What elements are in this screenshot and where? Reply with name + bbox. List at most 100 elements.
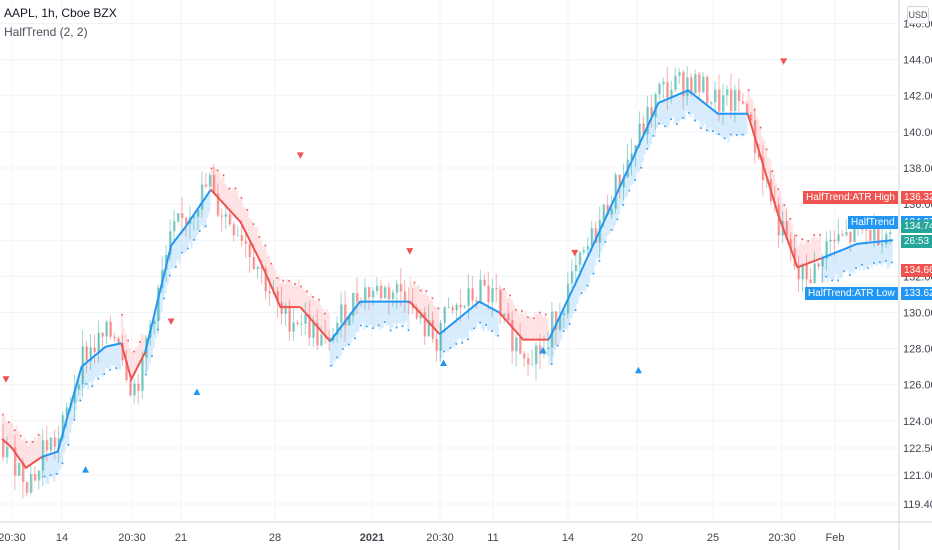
candle-body (463, 305, 467, 308)
band-fill (836, 251, 840, 281)
candle-body (340, 304, 343, 323)
band-fill (13, 430, 16, 451)
band-fill (399, 301, 402, 324)
atr-dot (729, 133, 732, 136)
atr-dot (127, 339, 129, 342)
halftrend-segment-down (120, 342, 147, 383)
band-fill (423, 294, 426, 317)
band-fill (87, 361, 90, 390)
band-fill (795, 235, 798, 262)
symbol-title[interactable]: AAPL, 1h, Cboe BZX (4, 6, 117, 20)
band-fill (598, 233, 601, 261)
atr-dot (879, 261, 881, 264)
band-fill (890, 240, 893, 263)
band-fill (550, 335, 553, 364)
band-fill (15, 425, 18, 454)
candle-body (495, 288, 498, 290)
candle-body (797, 265, 801, 280)
atr-dot (186, 247, 189, 250)
band-fill (184, 227, 187, 253)
atr-dot (628, 189, 631, 192)
band-fill (174, 240, 177, 268)
candle-body (157, 287, 160, 322)
atr-dot (151, 355, 153, 358)
candle-body (499, 289, 502, 316)
x-tick-label: 20:30 (0, 532, 26, 544)
band-fill (140, 333, 143, 360)
band-fill (275, 278, 279, 299)
atr-dot (735, 134, 738, 136)
band-fill (331, 338, 334, 367)
candle-body (582, 249, 586, 253)
band-fill (407, 301, 410, 331)
band-fill (228, 188, 231, 210)
band-fill (248, 217, 251, 239)
band-fill (41, 456, 44, 479)
candle-body (304, 314, 307, 324)
y-tick-label: 122.50 (903, 443, 932, 455)
atr-dot (204, 225, 207, 228)
band-fill (528, 316, 531, 340)
band-fill (363, 301, 366, 331)
halftrend-segment-down (1, 438, 43, 470)
band-fill (777, 189, 780, 214)
candle-body (630, 153, 634, 160)
band-fill (5, 421, 8, 443)
indicator-legend[interactable]: HalfTrend (2, 2) (4, 25, 88, 39)
band-fill (488, 307, 491, 330)
candle-body (833, 239, 836, 242)
band-fill (196, 210, 199, 236)
candle-body (503, 313, 506, 316)
band-fill (369, 301, 372, 326)
candle-body (729, 89, 733, 111)
halftrend-line (1, 89, 894, 470)
band-fill (848, 247, 851, 276)
band-fill (791, 224, 794, 252)
atr-dot (413, 281, 416, 284)
band-fill (116, 344, 120, 371)
atr-dot (240, 197, 243, 199)
band-fill (781, 203, 784, 224)
candle-body (686, 77, 689, 97)
atr-dot (759, 126, 762, 129)
band-fill (673, 96, 676, 124)
band-fill (89, 360, 92, 383)
candle-body (415, 308, 419, 319)
candle-body (431, 320, 435, 339)
band-fill (709, 107, 712, 128)
band-fill (431, 298, 434, 326)
band-fill (45, 455, 48, 484)
candle-body (865, 229, 868, 231)
band-fill (659, 102, 663, 125)
band-fill (447, 327, 450, 352)
candle-body (698, 74, 701, 92)
buy-signal-marker (539, 346, 547, 354)
candle-body (204, 184, 208, 187)
grid (0, 0, 899, 522)
band-fill (562, 310, 565, 332)
candle-body (375, 285, 379, 292)
candle-body (45, 440, 49, 451)
atr-dot (19, 434, 22, 437)
band-fill (701, 101, 704, 127)
candle-body (308, 314, 311, 338)
band-fill (689, 91, 692, 118)
atr-dot (198, 230, 201, 233)
band-fill (478, 301, 482, 323)
band-fill (590, 250, 593, 275)
candle-body (240, 235, 244, 241)
currency-button[interactable]: USD (907, 6, 929, 24)
band-fill (230, 191, 233, 212)
band-fill (108, 345, 112, 370)
candle-body (276, 291, 280, 303)
atr-dot (210, 167, 213, 170)
band-fill (307, 296, 310, 317)
band-fill (443, 330, 446, 352)
band-fill (888, 240, 891, 267)
band-fill (433, 306, 436, 328)
buy-signal-marker (82, 466, 90, 473)
band-fill (580, 272, 583, 294)
atr-dot (359, 324, 362, 327)
candle-body (65, 407, 69, 416)
